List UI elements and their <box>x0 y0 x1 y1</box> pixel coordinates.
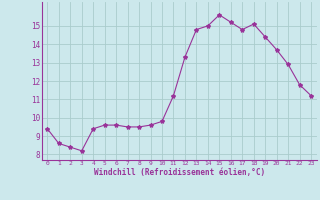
X-axis label: Windchill (Refroidissement éolien,°C): Windchill (Refroidissement éolien,°C) <box>94 168 265 177</box>
